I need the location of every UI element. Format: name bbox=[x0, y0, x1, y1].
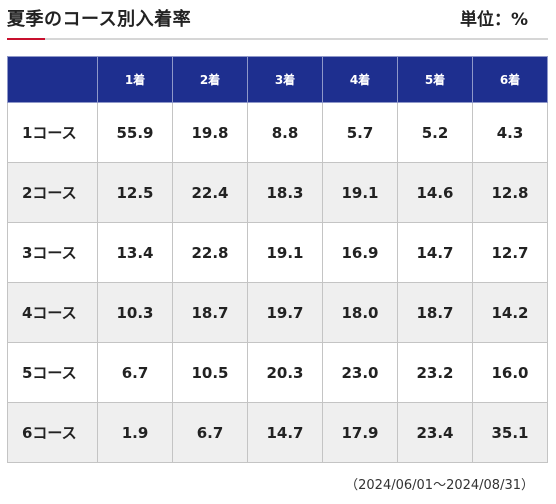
table-cell: 35.1 bbox=[472, 402, 548, 463]
row-label: 6コース bbox=[7, 402, 98, 463]
page-title: 夏季のコース別入着率 bbox=[7, 9, 192, 30]
table-cell: 10.3 bbox=[97, 282, 173, 343]
table-row: 5コース 6.7 10.5 20.3 23.0 23.2 16.0 bbox=[7, 342, 548, 403]
table-cell: 23.4 bbox=[397, 402, 473, 463]
table-cell: 20.3 bbox=[247, 342, 323, 403]
column-header-3rd: 3着 bbox=[247, 56, 323, 103]
table-cell: 17.9 bbox=[322, 402, 398, 463]
table-cell: 1.9 bbox=[97, 402, 173, 463]
table-cell: 18.3 bbox=[247, 162, 323, 223]
table-cell: 23.2 bbox=[397, 342, 473, 403]
table-cell: 14.6 bbox=[397, 162, 473, 223]
table-cell: 14.7 bbox=[397, 222, 473, 283]
period-note: （2024/06/01〜2024/08/31） bbox=[345, 478, 534, 493]
table-cell: 12.5 bbox=[97, 162, 173, 223]
table-cell: 14.2 bbox=[472, 282, 548, 343]
title-accent-bar bbox=[7, 38, 45, 40]
table-cell: 19.1 bbox=[322, 162, 398, 223]
column-header-2nd: 2着 bbox=[172, 56, 248, 103]
table-cell: 16.0 bbox=[472, 342, 548, 403]
section-header: 夏季のコース別入着率 単位：% bbox=[7, 8, 548, 40]
table-cell: 12.8 bbox=[472, 162, 548, 223]
table-cell: 16.9 bbox=[322, 222, 398, 283]
table-row: 4コース 10.3 18.7 19.7 18.0 18.7 14.2 bbox=[7, 282, 548, 343]
table-cell: 4.3 bbox=[472, 102, 548, 163]
table-cell: 18.0 bbox=[322, 282, 398, 343]
table-cell: 22.8 bbox=[172, 222, 248, 283]
table-cell: 18.7 bbox=[397, 282, 473, 343]
table-cell: 22.4 bbox=[172, 162, 248, 223]
table-cell: 19.7 bbox=[247, 282, 323, 343]
table-row: 1コース 55.9 19.8 8.8 5.7 5.2 4.3 bbox=[7, 102, 548, 163]
column-header-1st: 1着 bbox=[97, 56, 173, 103]
row-label: 4コース bbox=[7, 282, 98, 343]
column-header-6th: 6着 bbox=[472, 56, 548, 103]
unit-label: 単位：% bbox=[459, 10, 528, 30]
table-cell: 13.4 bbox=[97, 222, 173, 283]
table-cell: 18.7 bbox=[172, 282, 248, 343]
table-header-row: 1着 2着 3着 4着 5着 6着 bbox=[7, 56, 548, 103]
table-cell: 23.0 bbox=[322, 342, 398, 403]
column-header-5th: 5着 bbox=[397, 56, 473, 103]
table-cell: 5.7 bbox=[322, 102, 398, 163]
table-cell: 55.9 bbox=[97, 102, 173, 163]
table-row: 2コース 12.5 22.4 18.3 19.1 14.6 12.8 bbox=[7, 162, 548, 223]
column-header-corner bbox=[7, 56, 98, 103]
table-cell: 12.7 bbox=[472, 222, 548, 283]
table-cell: 19.8 bbox=[172, 102, 248, 163]
table-cell: 10.5 bbox=[172, 342, 248, 403]
row-label: 3コース bbox=[7, 222, 98, 283]
row-label: 1コース bbox=[7, 102, 98, 163]
table-row: 6コース 1.9 6.7 14.7 17.9 23.4 35.1 bbox=[7, 402, 548, 463]
table-row: 3コース 13.4 22.8 19.1 16.9 14.7 12.7 bbox=[7, 222, 548, 283]
table-cell: 8.8 bbox=[247, 102, 323, 163]
table-cell: 5.2 bbox=[397, 102, 473, 163]
title-divider bbox=[7, 38, 548, 40]
row-label: 5コース bbox=[7, 342, 98, 403]
row-label: 2コース bbox=[7, 162, 98, 223]
course-finish-rate-table: 1着 2着 3着 4着 5着 6着 1コース 55.9 19.8 8.8 5.7… bbox=[7, 56, 548, 463]
column-header-4th: 4着 bbox=[322, 56, 398, 103]
table-cell: 19.1 bbox=[247, 222, 323, 283]
table-cell: 6.7 bbox=[172, 402, 248, 463]
table-cell: 6.7 bbox=[97, 342, 173, 403]
table-cell: 14.7 bbox=[247, 402, 323, 463]
